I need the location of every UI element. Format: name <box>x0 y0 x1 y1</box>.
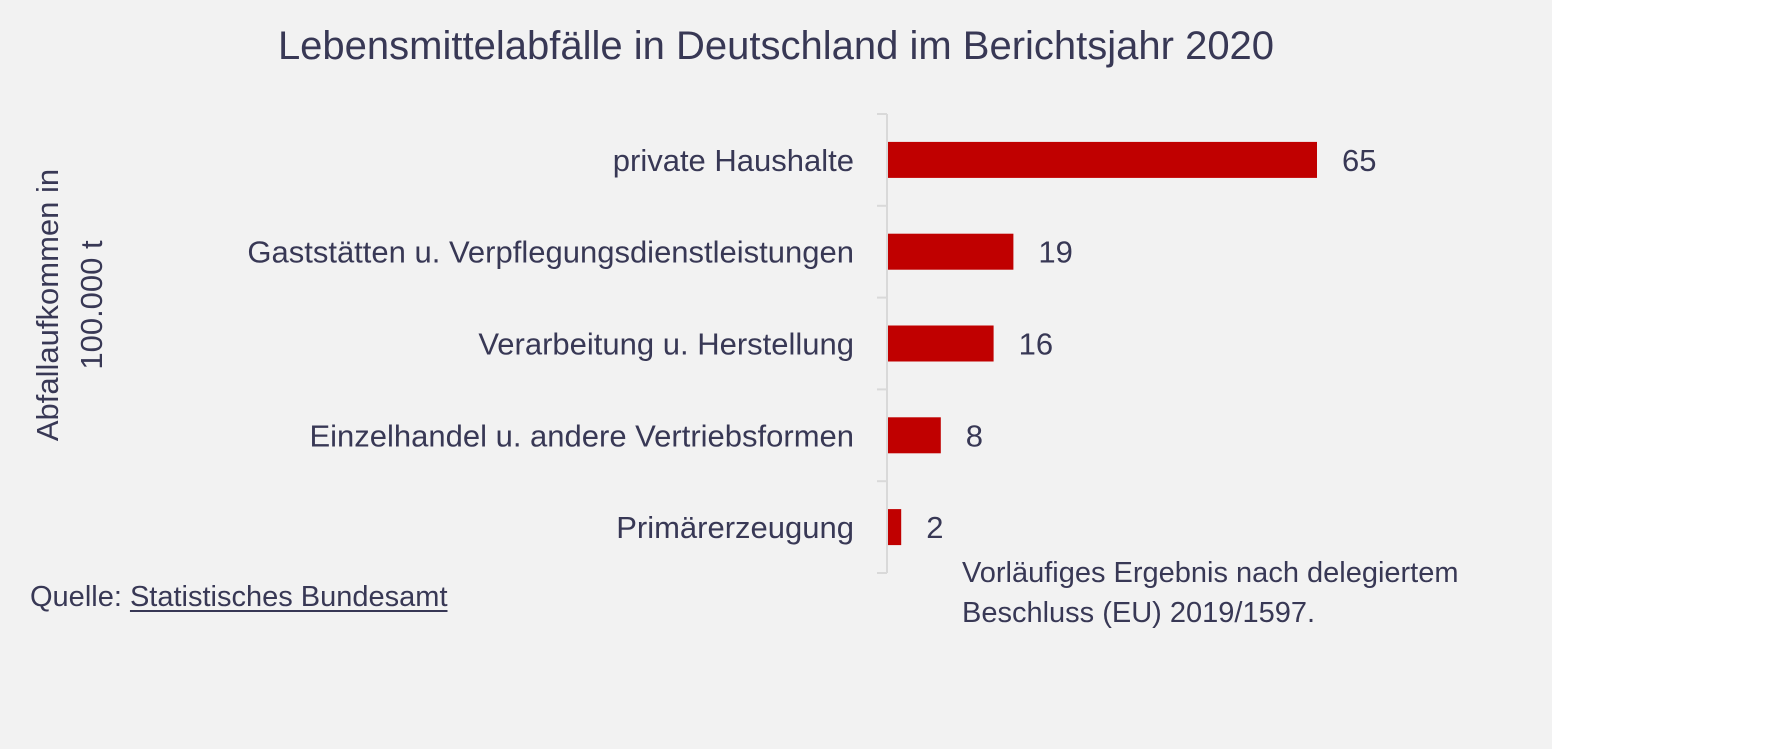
data-label: 19 <box>1038 235 1072 270</box>
bar <box>888 509 902 546</box>
bar <box>888 325 994 362</box>
source-line: Quelle: Statistisches Bundesamt <box>30 581 448 614</box>
bar <box>888 141 1317 178</box>
footnote-line-1: Vorläufiges Ergebnis nach delegiertem <box>962 557 1459 589</box>
data-label: 16 <box>1019 327 1053 362</box>
data-label: 65 <box>1342 143 1376 178</box>
category-label: Primärerzeugung <box>616 510 854 545</box>
footnote-line-2: Beschluss (EU) 2019/1597. <box>962 597 1316 629</box>
bar <box>888 417 941 454</box>
category-label: private Haushalte <box>613 143 854 178</box>
category-label: Verarbeitung u. Herstellung <box>478 327 854 362</box>
footnote: Vorläufiges Ergebnis nach delegiertem Be… <box>962 553 1459 633</box>
chart-panel: Lebensmittelabfälle in Deutschland im Be… <box>0 0 1552 749</box>
data-label: 2 <box>926 510 943 545</box>
bar <box>888 233 1014 270</box>
source-prefix: Quelle: <box>30 581 130 613</box>
bar-chart-svg: private Haushalte 65 Gaststätten u. Verpfl… <box>247 113 1376 574</box>
source-link[interactable]: Statistisches Bundesamt <box>129 581 448 613</box>
category-label: Gaststätten u. Verpflegungsdienstleistun… <box>247 235 854 270</box>
chart-title: Lebensmittelabfälle in Deutschland im Be… <box>277 24 1275 68</box>
category-label: Einzelhandel u. andere Vertriebsformen <box>309 418 854 453</box>
data-label: 8 <box>966 418 983 453</box>
